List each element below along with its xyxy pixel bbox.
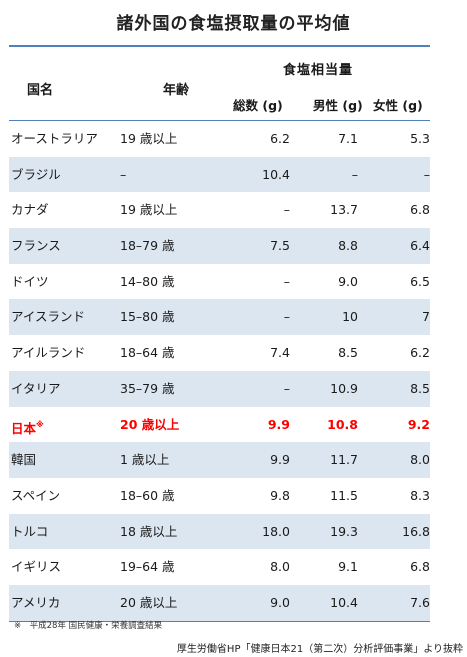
table-top-rule (9, 45, 430, 47)
male-cell: 10.8 (327, 416, 358, 432)
table-row: トルコ 18 歳以上 18.0 19.3 16.8 (9, 513, 430, 550)
total-cell: 8.0 (270, 559, 290, 575)
country-cell: 韓国 (11, 452, 37, 468)
male-cell: 11.5 (330, 487, 358, 503)
page-title: 諸外国の食塩摂取量の平均値 (116, 14, 351, 34)
country-cell: アメリカ (11, 594, 61, 610)
footnote-mark: ※ (36, 419, 44, 429)
country-cell: アイルランド (11, 345, 86, 361)
age-cell: 18 歳以上 (120, 523, 178, 539)
total-cell: – (283, 273, 290, 289)
table-row: 韓国 1 歳以上 9.9 11.7 8.0 (9, 442, 430, 478)
female-cell: 8.3 (410, 487, 430, 503)
female-cell: 8.5 (410, 380, 430, 396)
country-cell: フランス (11, 238, 61, 254)
total-cell: 7.4 (270, 345, 290, 361)
country-cell: ドイツ (11, 273, 49, 289)
female-cell: 6.8 (410, 559, 430, 575)
table-row: イタリア 35–79 歳 – 10.9 8.5 (9, 370, 430, 407)
country-cell: オーストラリア (11, 131, 98, 146)
table-bottom-rule (9, 620, 430, 622)
age-cell: – (120, 166, 127, 182)
total-cell: 9.9 (267, 416, 290, 432)
female-cell: 9.2 (407, 416, 430, 432)
header-country: 国名 (27, 83, 54, 98)
country-cell: カナダ (11, 202, 49, 218)
age-cell: 1 歳以上 (120, 452, 170, 468)
header-female: 女性 (g) (373, 98, 423, 113)
table-row: アメリカ 20 歳以上 9.0 10.4 7.6 (9, 584, 430, 621)
female-cell: 6.5 (410, 273, 430, 289)
male-cell: 7.1 (338, 131, 358, 146)
header-total: 総数 (g) (233, 98, 283, 113)
age-cell: 18–79 歳 (120, 238, 175, 254)
total-cell: 7.5 (270, 238, 290, 254)
table-row: ドイツ 14–80 歳 – 9.0 6.5 (9, 264, 430, 300)
table-row: スペイン 18–60 歳 9.8 11.5 8.3 (9, 478, 430, 514)
male-cell: 10.9 (330, 380, 358, 396)
female-cell: 6.2 (410, 345, 430, 361)
header-age: 年齢 (163, 83, 190, 98)
table-row: オーストラリア 19 歳以上 6.2 7.1 5.3 (9, 121, 430, 157)
country-cell: イギリス (11, 559, 62, 575)
male-cell: 11.7 (330, 452, 358, 468)
age-cell: 19 歳以上 (120, 202, 178, 218)
female-cell: 5.3 (410, 131, 430, 146)
table-row: カナダ 19 歳以上 – 13.7 6.8 (9, 192, 430, 228)
salt-intake-table: 国名 年齢 食塩相当量 総数 (g) 男性 (g) 女性 (g) オーストラリア… (9, 45, 430, 622)
total-cell: 18.0 (262, 523, 290, 539)
header-male: 男性 (g) (313, 98, 363, 113)
total-cell: – (283, 309, 290, 325)
male-cell: – (351, 166, 358, 182)
table-body: オーストラリア 19 歳以上 6.2 7.1 5.3 ブラジル – 10.4 – – カナダ 19 歳… (9, 121, 430, 621)
male-cell: 10 (342, 309, 358, 325)
table-row: イギリス 19–64 歳 8.0 9.1 6.8 (9, 549, 430, 585)
male-cell: 8.5 (338, 345, 358, 361)
female-cell: 6.4 (410, 238, 430, 254)
female-cell: 7.6 (410, 594, 430, 610)
female-cell: 8.0 (410, 452, 430, 468)
age-cell: 19 歳以上 (120, 131, 178, 146)
table-row: フランス 18–79 歳 7.5 8.8 6.4 (9, 228, 430, 264)
male-cell: 13.7 (330, 202, 358, 218)
male-cell: 10.4 (330, 594, 358, 610)
table-header: 国名 年齢 食塩相当量 総数 (g) 男性 (g) 女性 (g) (9, 47, 430, 121)
male-cell: 8.8 (338, 238, 358, 254)
age-cell: 18–64 歳 (120, 345, 175, 361)
male-cell: 9.0 (338, 273, 358, 289)
country-cell: トルコ (11, 523, 49, 539)
country-cell: 日本※ (11, 419, 44, 436)
age-cell: 20 歳以上 (120, 416, 180, 432)
table-row: アイスランド 15–80 歳 – 10 7 (9, 299, 430, 336)
total-cell: – (283, 202, 290, 218)
male-cell: 19.3 (330, 523, 358, 539)
total-cell: 9.0 (270, 594, 290, 610)
table-row: 日本※ 20 歳以上 9.9 10.8 9.2 (9, 407, 430, 443)
footnote: ※ 平成28年 国民健康・栄養調査結果 (14, 621, 163, 631)
age-cell: 14–80 歳 (120, 273, 175, 289)
female-cell: 7 (422, 309, 430, 325)
age-cell: 35–79 歳 (120, 380, 175, 396)
total-cell: 9.9 (270, 452, 290, 468)
table-row: ブラジル – 10.4 – – (9, 156, 430, 193)
country-cell: ブラジル (11, 166, 61, 182)
male-cell: 9.1 (338, 559, 358, 575)
total-cell: 10.4 (262, 166, 290, 182)
source-credit: 厚生労働省HP「健康日本21（第二次）分析評価事業」より抜粋 (176, 644, 463, 655)
country-cell: アイスランド (11, 309, 86, 325)
age-cell: 15–80 歳 (120, 309, 175, 325)
female-cell: 6.8 (410, 202, 430, 218)
total-cell: 9.8 (270, 487, 290, 503)
country-cell: イタリア (11, 380, 61, 396)
age-cell: 19–64 歳 (120, 559, 175, 575)
table-row: アイルランド 18–64 歳 7.4 8.5 6.2 (9, 335, 430, 371)
female-cell: 16.8 (402, 523, 430, 539)
total-cell: – (283, 380, 290, 396)
header-salt-equivalent: 食塩相当量 (283, 63, 354, 78)
country-cell: スペイン (11, 487, 61, 503)
total-cell: 6.2 (270, 131, 290, 146)
age-cell: 20 歳以上 (120, 594, 178, 610)
age-cell: 18–60 歳 (120, 487, 175, 503)
female-cell: – (423, 166, 430, 182)
